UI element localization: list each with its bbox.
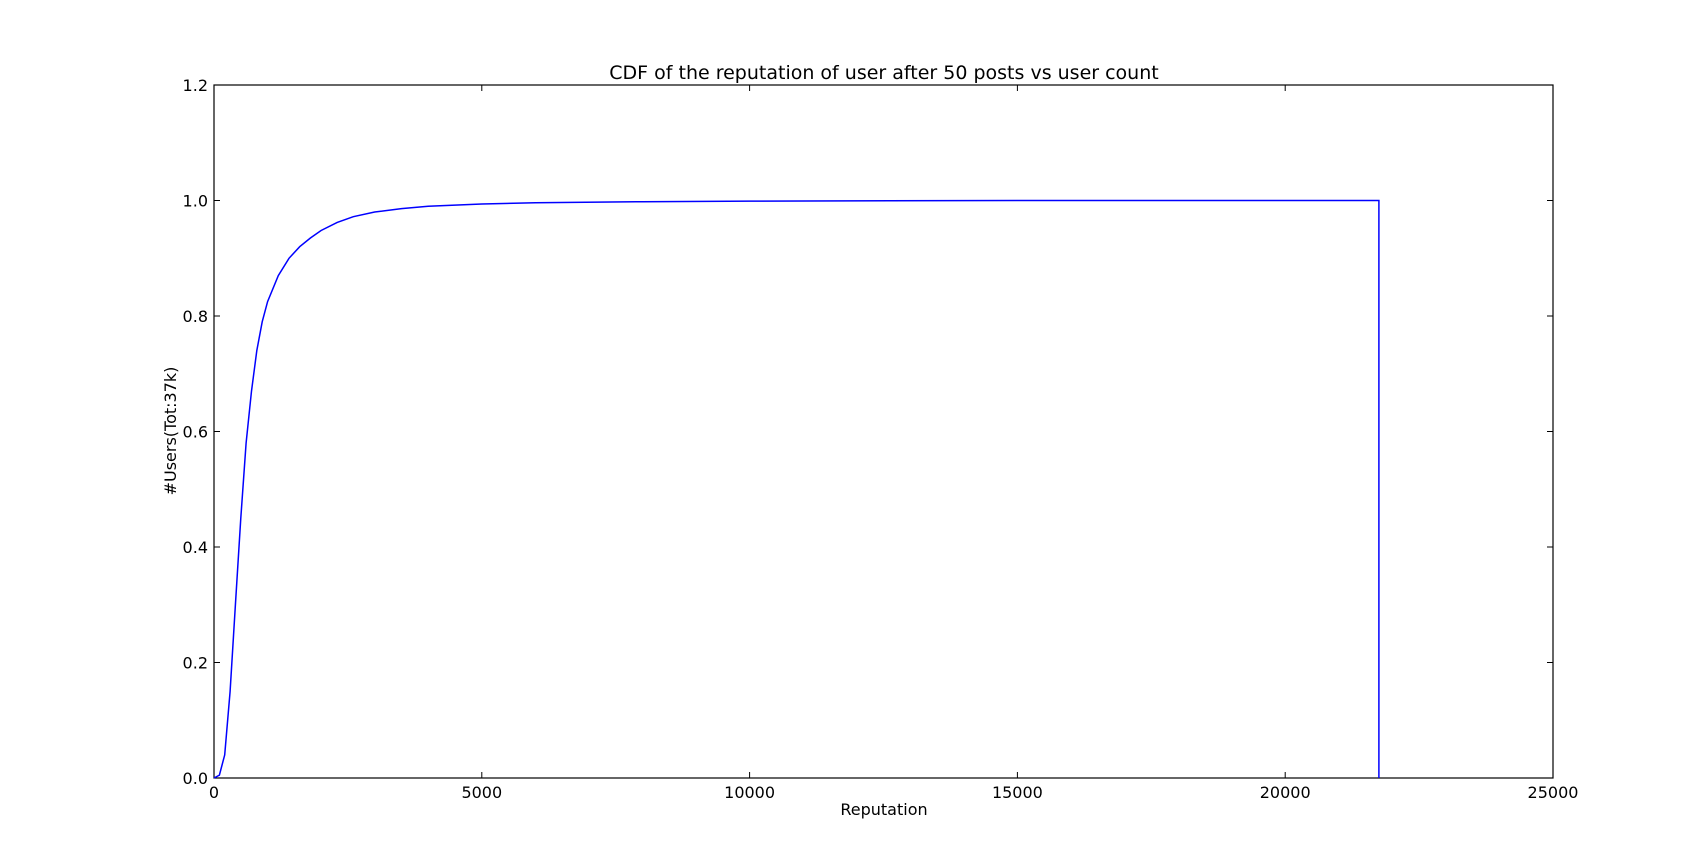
x-axis-label: Reputation (840, 800, 927, 819)
y-axis-label: #Users(Tot:37k) (161, 367, 180, 496)
y-tick-label: 1.2 (183, 76, 208, 95)
plot-frame (213, 84, 1554, 779)
x-tick-label: 20000 (1260, 783, 1311, 802)
chart-title: CDF of the reputation of user after 50 p… (609, 62, 1158, 84)
axis-tick-labels: 0 5000 10000 15000 20000 25000 0.0 0.2 0.4 0.6 0.8… (183, 76, 1579, 802)
y-tick-label: 0.4 (183, 538, 208, 557)
y-tick-label: 0.0 (183, 769, 208, 788)
y-tick-label: 1.0 (183, 192, 208, 211)
cdf-series-line (213, 199, 1380, 779)
axis-ticks (213, 84, 1554, 779)
x-tick-label: 10000 (724, 783, 775, 802)
x-tick-label: 25000 (1528, 783, 1579, 802)
y-tick-label: 0.8 (183, 307, 208, 326)
y-tick-label: 0.2 (183, 654, 208, 673)
x-tick-label: 5000 (461, 783, 502, 802)
x-tick-label: 0 (209, 783, 219, 802)
y-tick-label: 0.6 (183, 423, 208, 442)
x-tick-label: 15000 (992, 783, 1043, 802)
